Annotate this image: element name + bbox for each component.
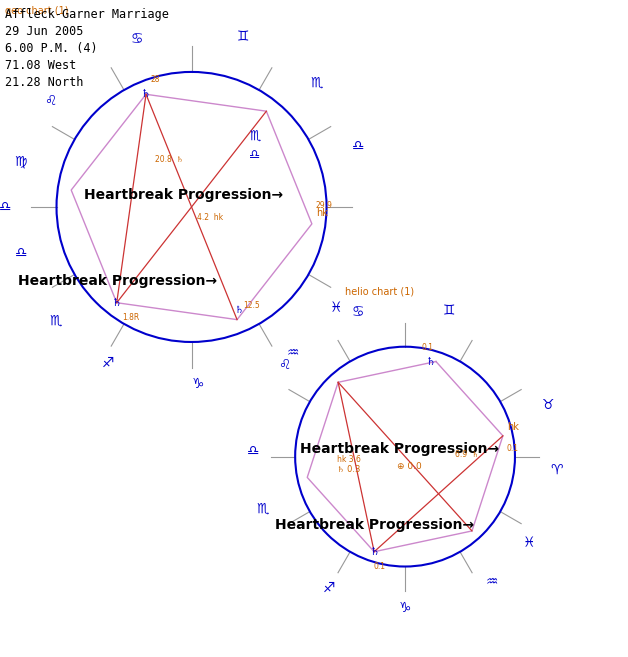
Text: ♏: ♏ — [249, 130, 261, 143]
Text: ♍: ♍ — [14, 154, 27, 168]
Text: ♈: ♈ — [550, 463, 563, 477]
Text: ♓: ♓ — [523, 537, 536, 551]
Text: ♎: ♎ — [247, 444, 260, 459]
Text: ♓: ♓ — [330, 302, 343, 315]
Text: ♉: ♉ — [541, 397, 554, 412]
Text: helio chart (1): helio chart (1) — [345, 286, 414, 297]
Text: ♑: ♑ — [192, 376, 204, 391]
Text: ♏: ♏ — [310, 75, 323, 89]
Text: ♐: ♐ — [102, 356, 115, 370]
Text: 0.1: 0.1 — [422, 342, 434, 351]
Text: ♏: ♏ — [256, 501, 269, 516]
Text: ♒: ♒ — [486, 574, 498, 588]
Text: hk 3.6: hk 3.6 — [337, 455, 361, 464]
Text: 1.8R: 1.8R — [122, 313, 139, 322]
Text: 20.8  ♄: 20.8 ♄ — [155, 155, 183, 164]
Text: ♎: ♎ — [249, 149, 261, 162]
Text: ♌: ♌ — [278, 358, 290, 373]
Text: ♎: ♎ — [0, 200, 11, 214]
Text: 29 Jun 2005: 29 Jun 2005 — [5, 25, 84, 38]
Text: Heartbreak Progression→: Heartbreak Progression→ — [276, 518, 475, 532]
Text: ♋: ♋ — [131, 32, 143, 46]
Text: ⊕ 0.0: ⊕ 0.0 — [397, 462, 422, 471]
Text: 12.5: 12.5 — [243, 301, 260, 309]
Text: 6.9  ♄: 6.9 ♄ — [455, 450, 479, 459]
Text: ♄: ♄ — [141, 89, 151, 99]
Text: ♌: ♌ — [44, 93, 57, 108]
Text: 6.00 P.M. (4): 6.00 P.M. (4) — [5, 42, 97, 55]
Text: Heartbreak Progression→: Heartbreak Progression→ — [84, 188, 283, 202]
Text: 71.08 West: 71.08 West — [5, 59, 76, 72]
Text: geo chart (1): geo chart (1) — [5, 6, 68, 16]
Text: 0.1: 0.1 — [373, 562, 385, 571]
Text: 29.9: 29.9 — [316, 201, 333, 210]
Text: 28: 28 — [150, 76, 160, 84]
Text: 21.28 North: 21.28 North — [5, 76, 84, 89]
Text: Heartbreak Progression→: Heartbreak Progression→ — [300, 442, 500, 455]
Text: hk: hk — [316, 208, 328, 218]
Text: ♄: ♄ — [426, 357, 436, 367]
Text: ♒: ♒ — [287, 345, 300, 359]
Text: ♊: ♊ — [443, 305, 456, 319]
Text: ♎: ♎ — [14, 246, 27, 260]
Text: 4.2  hk: 4.2 hk — [197, 214, 223, 222]
Text: 0.1: 0.1 — [507, 444, 519, 453]
Text: ♎: ♎ — [352, 139, 364, 154]
Text: ♄: ♄ — [112, 298, 122, 307]
Text: Heartbreak Progression→: Heartbreak Progression→ — [18, 274, 217, 288]
Text: ♑: ♑ — [399, 601, 411, 615]
Text: ♄ 0.3: ♄ 0.3 — [337, 465, 360, 474]
Text: ♄: ♄ — [235, 305, 244, 315]
Text: ♏: ♏ — [50, 313, 62, 328]
Text: ♐: ♐ — [323, 581, 335, 595]
Text: hk: hk — [507, 422, 519, 432]
Text: ♋: ♋ — [352, 306, 364, 319]
Text: ♊: ♊ — [237, 31, 249, 45]
Text: Affleck-Garner Marriage: Affleck-Garner Marriage — [5, 8, 169, 21]
Text: ♄: ♄ — [369, 547, 379, 556]
